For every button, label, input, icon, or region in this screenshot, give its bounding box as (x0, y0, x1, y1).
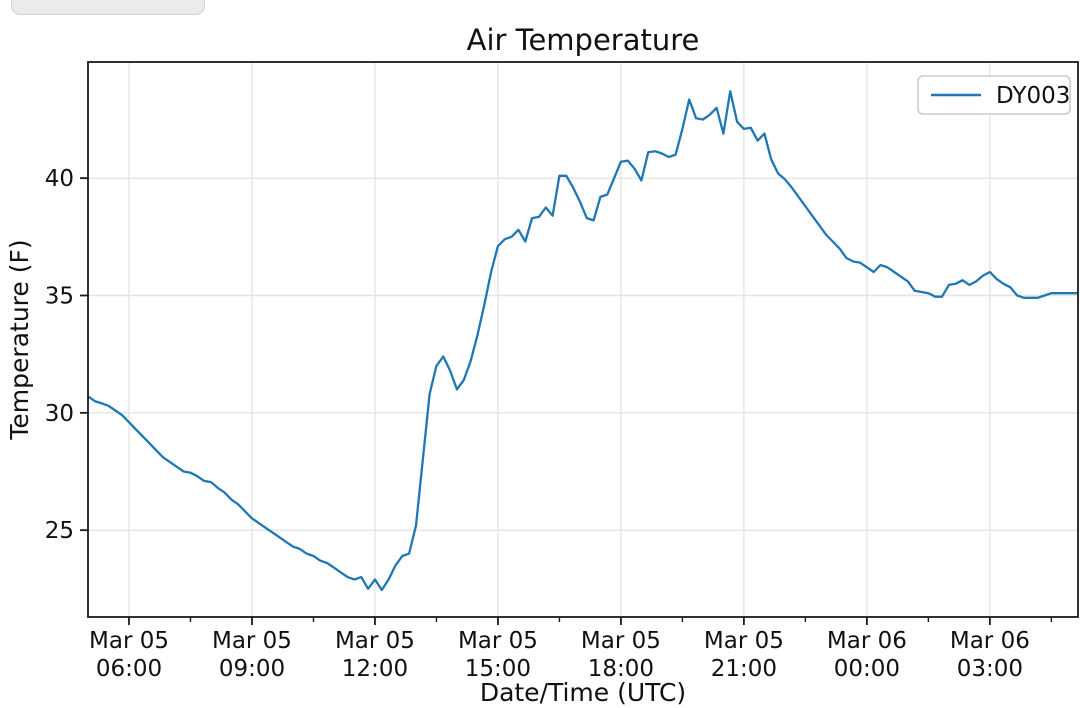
y-tick-label: 25 (45, 518, 74, 544)
grid (88, 62, 1078, 617)
legend-label: DY003 (996, 83, 1070, 109)
x-tick-label: Mar 05 06:00 (89, 628, 169, 682)
top-left-artifact (11, 0, 205, 15)
legend-box (917, 75, 1071, 115)
series-line-DY003 (88, 90, 1078, 592)
y-axis-label: Temperature (F) (5, 239, 34, 440)
chart-title: Air Temperature (467, 23, 700, 57)
y-tick-label: 35 (45, 283, 74, 309)
x-tick-label: Mar 05 15:00 (458, 628, 538, 682)
y-tick-label: 30 (45, 401, 74, 427)
plot-border (87, 61, 1079, 618)
x-axis-label: Date/Time (UTC) (480, 678, 686, 707)
x-tick-label: Mar 05 12:00 (335, 628, 415, 682)
x-tick-label: Mar 06 03:00 (950, 628, 1030, 682)
x-tick-label: Mar 06 00:00 (827, 628, 907, 682)
axes-ticks: Mar 05 06:00 Mar 05 09:00 Mar 05 12:00 Mar 05 1… (45, 166, 1053, 682)
x-tick-label: Mar 05 18:00 (581, 628, 661, 682)
y-tick-label: 40 (45, 166, 74, 192)
legend: DY003 (917, 75, 1071, 115)
x-tick-label: Mar 05 21:00 (704, 628, 784, 682)
x-tick-label: Mar 05 09:00 (212, 628, 292, 682)
